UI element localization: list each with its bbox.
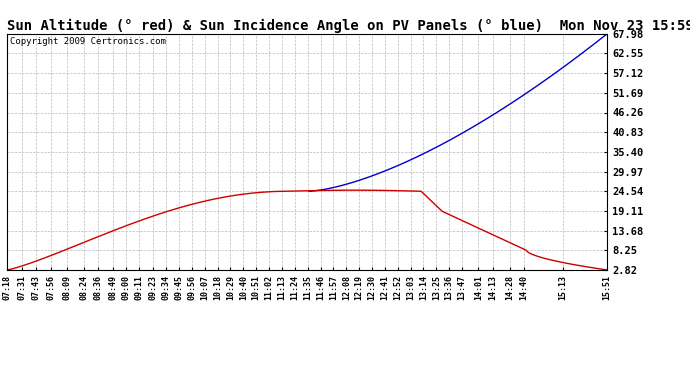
- Text: Sun Altitude (° red) & Sun Incidence Angle on PV Panels (° blue)  Mon Nov 23 15:: Sun Altitude (° red) & Sun Incidence Ang…: [7, 18, 690, 33]
- Text: Copyright 2009 Certronics.com: Copyright 2009 Certronics.com: [10, 37, 166, 46]
